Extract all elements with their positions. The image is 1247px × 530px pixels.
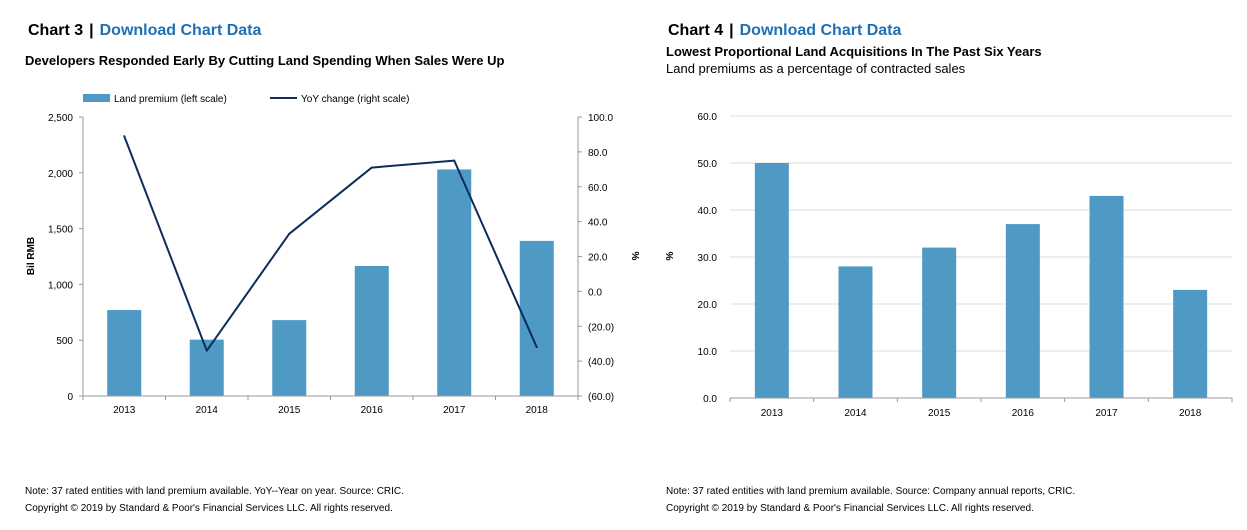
x-tick-label: 2017 bbox=[1095, 408, 1118, 419]
bar-2017 bbox=[437, 169, 472, 396]
bar-2014 bbox=[838, 266, 873, 398]
y-tick-label: 30.0 bbox=[698, 253, 718, 264]
y-tick-label: 10.0 bbox=[698, 347, 718, 358]
y-tick-label: 20.0 bbox=[698, 300, 718, 311]
chart-4-note: Note: 37 rated entities with land premiu… bbox=[666, 486, 1076, 497]
y-tick-label: 60.0 bbox=[698, 112, 718, 123]
chart-3-label: Chart 3 bbox=[28, 22, 84, 39]
x-tick-label: 2013 bbox=[761, 408, 784, 419]
bar-2013 bbox=[107, 310, 142, 396]
legend-label-line: YoY change (right scale) bbox=[301, 94, 409, 105]
right-tick-label: 0.0 bbox=[588, 287, 602, 298]
right-tick-label: 80.0 bbox=[588, 148, 608, 159]
bar-2016 bbox=[354, 265, 389, 396]
yoy-point-2018 bbox=[535, 346, 538, 349]
x-tick-label: 2017 bbox=[443, 405, 466, 416]
bar-2018 bbox=[519, 240, 554, 396]
chart-4-download-link[interactable]: Download Chart Data bbox=[739, 22, 902, 39]
chart-3-note: Note: 37 rated entities with land premiu… bbox=[25, 486, 404, 497]
chart-4-panel: Chart 4 | Download Chart Data Lowest Propo… bbox=[640, 0, 1247, 530]
yoy-point-2016 bbox=[370, 166, 373, 169]
right-tick-label: (20.0) bbox=[588, 322, 614, 333]
yoy-point-2014 bbox=[205, 349, 208, 352]
right-tick-label: 20.0 bbox=[588, 253, 608, 264]
bar-2018 bbox=[1173, 289, 1208, 398]
chart-3-title: Developers Responded Early By Cutting La… bbox=[25, 53, 505, 68]
x-tick-label: 2013 bbox=[113, 405, 136, 416]
bar-2013 bbox=[754, 163, 789, 398]
y-tick-label: 0.0 bbox=[703, 394, 717, 405]
x-tick-label: 2016 bbox=[361, 405, 384, 416]
y-tick-label: 50.0 bbox=[698, 159, 718, 170]
x-tick-label: 2018 bbox=[526, 405, 549, 416]
x-tick-label: 2015 bbox=[278, 405, 301, 416]
yoy-change-line bbox=[123, 135, 538, 352]
right-tick-label: (60.0) bbox=[588, 392, 614, 403]
yoy-point-2015 bbox=[288, 232, 291, 235]
left-tick-label: 1,000 bbox=[48, 280, 73, 291]
legend-label-bar: Land premium (left scale) bbox=[114, 94, 227, 105]
chart-4-plot: 0.0 10.0 20.0 30.0 40.0 50.0 60.0 2013 2014 2015 2… bbox=[665, 112, 1233, 419]
chart-4-subtitle: Land premiums as a percentage of contrac… bbox=[666, 61, 966, 76]
x-tick-label: 2015 bbox=[928, 408, 951, 419]
bar-2015 bbox=[272, 320, 307, 396]
chart-3-header: Chart 3 | Download Chart Data bbox=[28, 22, 261, 40]
chart-4-copyright: Copyright © 2019 by Standard & Poor's Fi… bbox=[666, 503, 1034, 514]
yoy-point-2013 bbox=[123, 135, 126, 138]
yoy-point-2017 bbox=[453, 159, 456, 162]
left-tick-label: 2,000 bbox=[48, 169, 73, 180]
x-tick-label: 2014 bbox=[196, 405, 219, 416]
left-tick-label: 500 bbox=[56, 336, 73, 347]
right-tick-label: 40.0 bbox=[588, 218, 608, 229]
x-tick-label: 2016 bbox=[1012, 408, 1035, 419]
y-axis-title: % bbox=[665, 251, 676, 260]
y-axis-title: Bil RMB bbox=[26, 237, 37, 275]
bar-2015 bbox=[922, 247, 957, 398]
chart-4-header: Chart 4 | Download Chart Data bbox=[668, 22, 901, 40]
right-tick-label: (40.0) bbox=[588, 357, 614, 368]
bar-2016 bbox=[1005, 224, 1040, 398]
chart-3-download-link[interactable]: Download Chart Data bbox=[99, 22, 262, 39]
left-tick-label: 1,500 bbox=[48, 225, 73, 236]
header-separator: | bbox=[89, 22, 94, 39]
x-tick-label: 2014 bbox=[844, 408, 867, 419]
x-tick-label: 2018 bbox=[1179, 408, 1202, 419]
legend-swatch-bar bbox=[83, 94, 110, 102]
header-separator: | bbox=[729, 22, 734, 39]
chart-4-label: Chart 4 bbox=[668, 22, 724, 39]
bar-2017 bbox=[1089, 195, 1124, 398]
chart-3-panel: Chart 3 | Download Chart Data Developers R… bbox=[25, 22, 640, 514]
chart-3-plot: Land premium (left scale) YoY change (rig… bbox=[26, 94, 640, 416]
right-tick-label: 100.0 bbox=[588, 113, 613, 124]
y2-axis-title: % bbox=[629, 252, 640, 261]
chart-4-title: Lowest Proportional Land Acquisitions In… bbox=[666, 44, 1042, 59]
chart-3-copyright: Copyright © 2019 by Standard & Poor's Fi… bbox=[25, 503, 393, 514]
y-tick-label: 40.0 bbox=[698, 206, 718, 217]
left-tick-label: 0 bbox=[67, 392, 73, 403]
right-tick-label: 60.0 bbox=[588, 183, 608, 194]
left-tick-label: 2,500 bbox=[48, 113, 73, 124]
